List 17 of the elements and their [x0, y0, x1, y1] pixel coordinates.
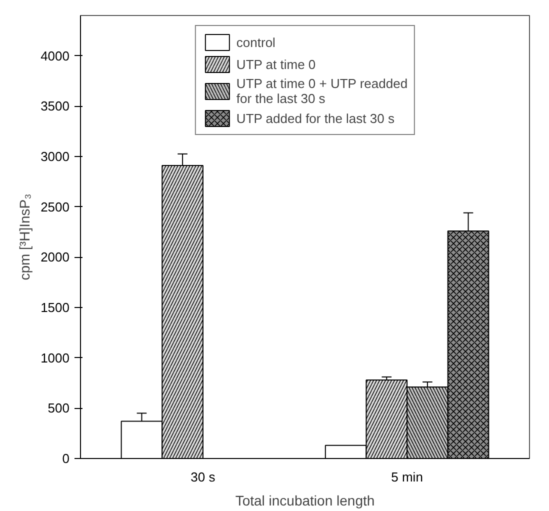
- legend-label: UTP added for the last 30 s: [236, 110, 394, 126]
- legend-label: UTP at time 0 + UTP readded for the last 30 s: [236, 76, 408, 106]
- y-tick-label: 1000: [40, 350, 70, 366]
- y-tick-label: 3000: [40, 148, 70, 164]
- y-tick-label: 4000: [40, 48, 70, 64]
- legend-label: control: [236, 34, 276, 50]
- y-axis-title: cpm [³H]InsP₃: [16, 194, 33, 280]
- legend-label: UTP at time 0: [236, 56, 316, 72]
- x-tick-label: 5 min: [391, 470, 423, 484]
- y-tick-label: 3500: [40, 98, 70, 114]
- x-axis-title: Total incubation length: [235, 492, 375, 508]
- y-tick-label: 2000: [40, 250, 70, 265]
- y-tick-label: 0: [62, 451, 70, 466]
- y-tick-label: 500: [48, 400, 70, 416]
- y-tick-label: 1500: [40, 300, 70, 315]
- x-tick-label: 30 s: [190, 470, 216, 484]
- y-tick-label: 2500: [40, 199, 70, 214]
